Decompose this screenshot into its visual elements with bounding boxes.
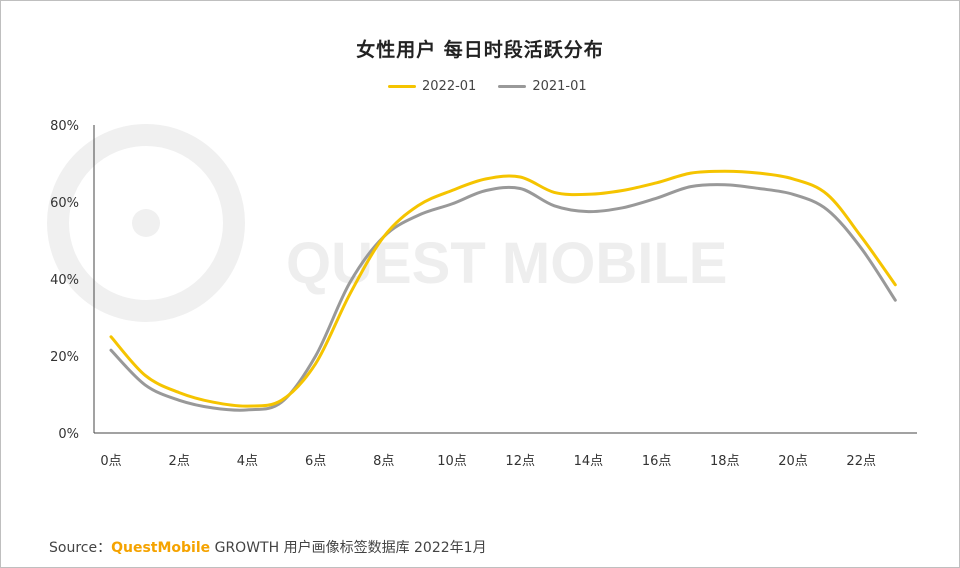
- x-tick-label: 20点: [778, 454, 808, 469]
- x-tick-label: 4点: [237, 454, 258, 469]
- series-line-2022-01: [109, 169, 897, 408]
- watermark: QUEST MOBILE: [47, 124, 727, 322]
- source-label: Source：: [49, 540, 112, 556]
- series-group: [109, 169, 897, 412]
- legend-item-2021: 2021-01: [498, 79, 587, 94]
- source-text: GROWTH 用户画像标签数据库 2022年1月: [214, 540, 487, 556]
- chart-title: 女性用户 每日时段活跃分布: [356, 39, 604, 61]
- legend-item-2022: 2022-01: [388, 79, 476, 94]
- y-tick-label: 40%: [50, 273, 79, 288]
- x-tick-label: 8点: [373, 454, 394, 469]
- y-tick-label: 80%: [50, 119, 79, 134]
- watermark-ring-icon: [47, 124, 245, 322]
- x-tick-label: 22点: [846, 454, 876, 469]
- x-tick-label: 6点: [305, 454, 326, 469]
- legend-label-2021: 2021-01: [532, 79, 587, 94]
- series-line-2021-01: [109, 183, 897, 412]
- y-tick-label: 20%: [50, 350, 79, 365]
- x-tick-label: 12点: [505, 454, 535, 469]
- watermark-text: QUEST MOBILE: [286, 231, 727, 296]
- legend-swatch-2021: [498, 85, 527, 88]
- y-tick-label: 60%: [50, 196, 79, 211]
- legend-swatch-2022: [388, 85, 416, 88]
- x-tick-label: 10点: [437, 454, 467, 469]
- source-note: Source：QuestMobile GROWTH 用户画像标签数据库 2022…: [49, 537, 487, 557]
- source-brand: QuestMobile: [111, 540, 211, 556]
- x-tick-label: 14点: [574, 454, 604, 469]
- x-tick-label: 0点: [100, 454, 121, 469]
- y-tick-label: 0%: [58, 427, 79, 442]
- legend: 2022-01 2021-01: [388, 79, 609, 94]
- watermark-dot-icon: [132, 209, 160, 237]
- legend-label-2022: 2022-01: [422, 79, 477, 94]
- x-tick-label: 16点: [642, 454, 672, 469]
- axes: 0% 20% 40% 60% 80% 0点 2点 4点 6点 8点 10点 12点 14点 16点 18点 2…: [50, 119, 917, 469]
- x-tick-label: 18点: [710, 454, 740, 469]
- x-tick-label: 2点: [169, 454, 190, 469]
